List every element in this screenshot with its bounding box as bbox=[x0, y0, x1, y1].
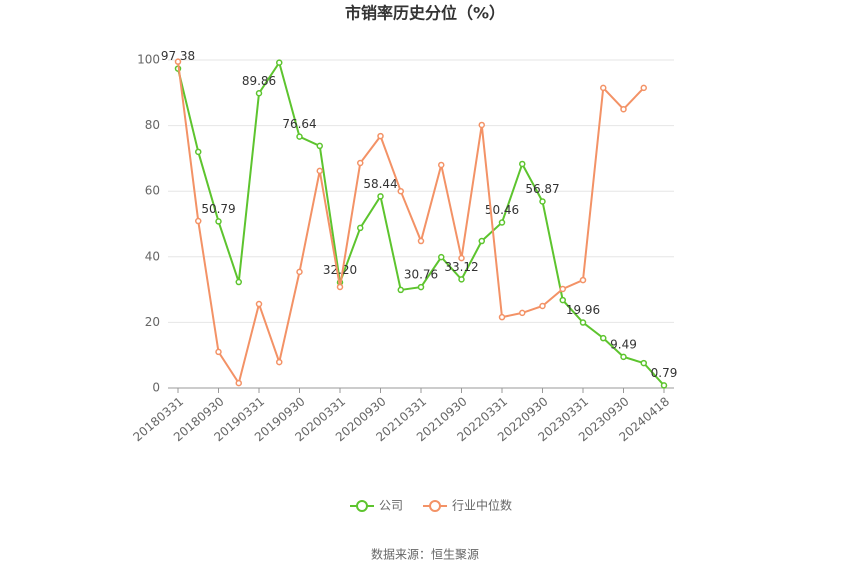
legend-marker bbox=[356, 500, 368, 512]
legend-label: 公司 bbox=[379, 499, 403, 513]
data-point bbox=[336, 283, 344, 291]
data-point bbox=[620, 105, 627, 113]
data-point bbox=[417, 237, 425, 245]
legend-marker bbox=[429, 500, 442, 512]
data-point bbox=[296, 133, 303, 140]
y-tick-label: 0 bbox=[152, 381, 160, 395]
data-point bbox=[478, 121, 485, 129]
y-tick-label: 20 bbox=[145, 315, 160, 329]
data-label: 30.76 bbox=[404, 268, 438, 282]
data-label: 19.96 bbox=[566, 303, 600, 317]
data-point bbox=[174, 58, 182, 65]
data-point bbox=[640, 359, 647, 367]
data-label: 89.86 bbox=[242, 74, 276, 88]
data-point bbox=[377, 193, 384, 200]
data-point bbox=[539, 198, 546, 205]
data-label: 50.79 bbox=[201, 202, 235, 216]
data-label: 76.64 bbox=[282, 117, 316, 131]
data-label: 32.20 bbox=[323, 263, 357, 277]
data-point bbox=[377, 132, 384, 140]
data-point bbox=[255, 300, 263, 308]
y-tick-label: 60 bbox=[145, 184, 160, 198]
data-point bbox=[600, 84, 607, 92]
data-point bbox=[235, 278, 242, 286]
chart-title: 市销率历史分位（%） bbox=[345, 4, 505, 23]
data-point bbox=[255, 90, 263, 97]
data-label: 33.12 bbox=[444, 260, 478, 274]
data-label: 9.49 bbox=[610, 337, 637, 351]
data-point bbox=[357, 159, 364, 167]
data-point bbox=[620, 353, 627, 361]
data-point bbox=[519, 309, 526, 317]
data-point bbox=[235, 379, 242, 387]
data-point bbox=[296, 268, 303, 276]
data-point bbox=[539, 302, 546, 310]
data-point bbox=[559, 285, 566, 293]
data-point bbox=[397, 187, 404, 195]
data-point bbox=[559, 296, 566, 304]
series-line bbox=[177, 61, 645, 386]
data-point bbox=[660, 382, 668, 389]
data-point bbox=[458, 276, 465, 283]
y-tick-label: 80 bbox=[145, 118, 160, 132]
data-label: 58.44 bbox=[363, 177, 397, 191]
data-point bbox=[417, 283, 425, 291]
data-point bbox=[438, 161, 445, 169]
data-point bbox=[579, 319, 587, 326]
data-point bbox=[276, 358, 283, 366]
data-point bbox=[316, 167, 323, 175]
data-point bbox=[438, 253, 445, 261]
data-point bbox=[498, 219, 506, 226]
data-point bbox=[498, 313, 506, 321]
source: 数据来源：恒生聚源 bbox=[371, 547, 479, 562]
data-point bbox=[600, 334, 607, 342]
legend-label: 行业中位数 bbox=[452, 498, 512, 513]
data-point bbox=[478, 237, 485, 245]
data-label: 56.87 bbox=[525, 182, 559, 196]
data-point bbox=[519, 160, 526, 168]
y-tick-label: 40 bbox=[145, 249, 160, 263]
data-point bbox=[397, 286, 404, 294]
data-point bbox=[357, 224, 364, 232]
data-label: 97.38 bbox=[161, 49, 195, 63]
data-point bbox=[215, 218, 222, 225]
data-point bbox=[215, 348, 222, 356]
data-point bbox=[458, 254, 465, 262]
y-tick-label: 100 bbox=[137, 53, 160, 67]
data-label: 0.79 bbox=[651, 366, 678, 380]
data-point bbox=[640, 84, 647, 92]
data-point bbox=[316, 142, 323, 150]
data-point bbox=[195, 217, 202, 225]
data-label: 50.46 bbox=[485, 203, 519, 217]
data-point bbox=[276, 59, 283, 66]
data-point bbox=[195, 148, 202, 156]
data-point bbox=[579, 276, 587, 284]
